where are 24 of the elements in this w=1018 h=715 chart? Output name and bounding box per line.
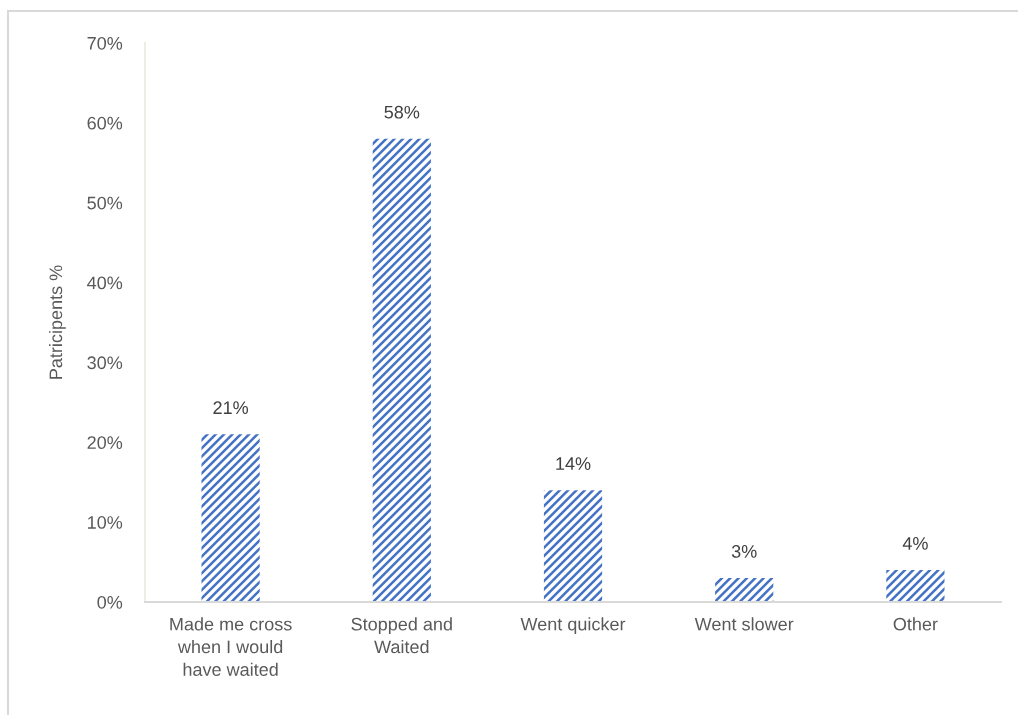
y-tick-label: 50%: [87, 196, 123, 210]
data-label: 4%: [902, 537, 928, 550]
x-tick-label: Made me cross when I would have waited: [170, 617, 292, 676]
y-tick-label: 40%: [87, 276, 123, 290]
y-tick-label: 60%: [87, 116, 123, 130]
x-tick-label: Other: [893, 617, 938, 631]
data-label: 21%: [213, 401, 249, 414]
data-label: 58%: [384, 105, 420, 119]
x-tick-label: Went slower: [694, 617, 794, 631]
bar: [201, 434, 260, 602]
bar: [543, 490, 603, 602]
y-tick-label: 10%: [88, 516, 123, 529]
y-tick-label: 30%: [87, 356, 123, 370]
bar: [715, 578, 774, 602]
bar: [886, 570, 945, 602]
data-label: 3%: [731, 545, 757, 558]
x-tick-label: Stopped and Waited: [351, 617, 452, 654]
y-tick-label: 70%: [87, 36, 123, 50]
y-tick-label: 20%: [87, 436, 123, 450]
data-label: 14%: [556, 457, 591, 470]
y-axis-title: Patricipents %: [48, 265, 66, 379]
bar: [372, 138, 431, 602]
y-tick-label: 0%: [97, 595, 123, 609]
x-tick-label: Went quicker: [520, 617, 626, 635]
